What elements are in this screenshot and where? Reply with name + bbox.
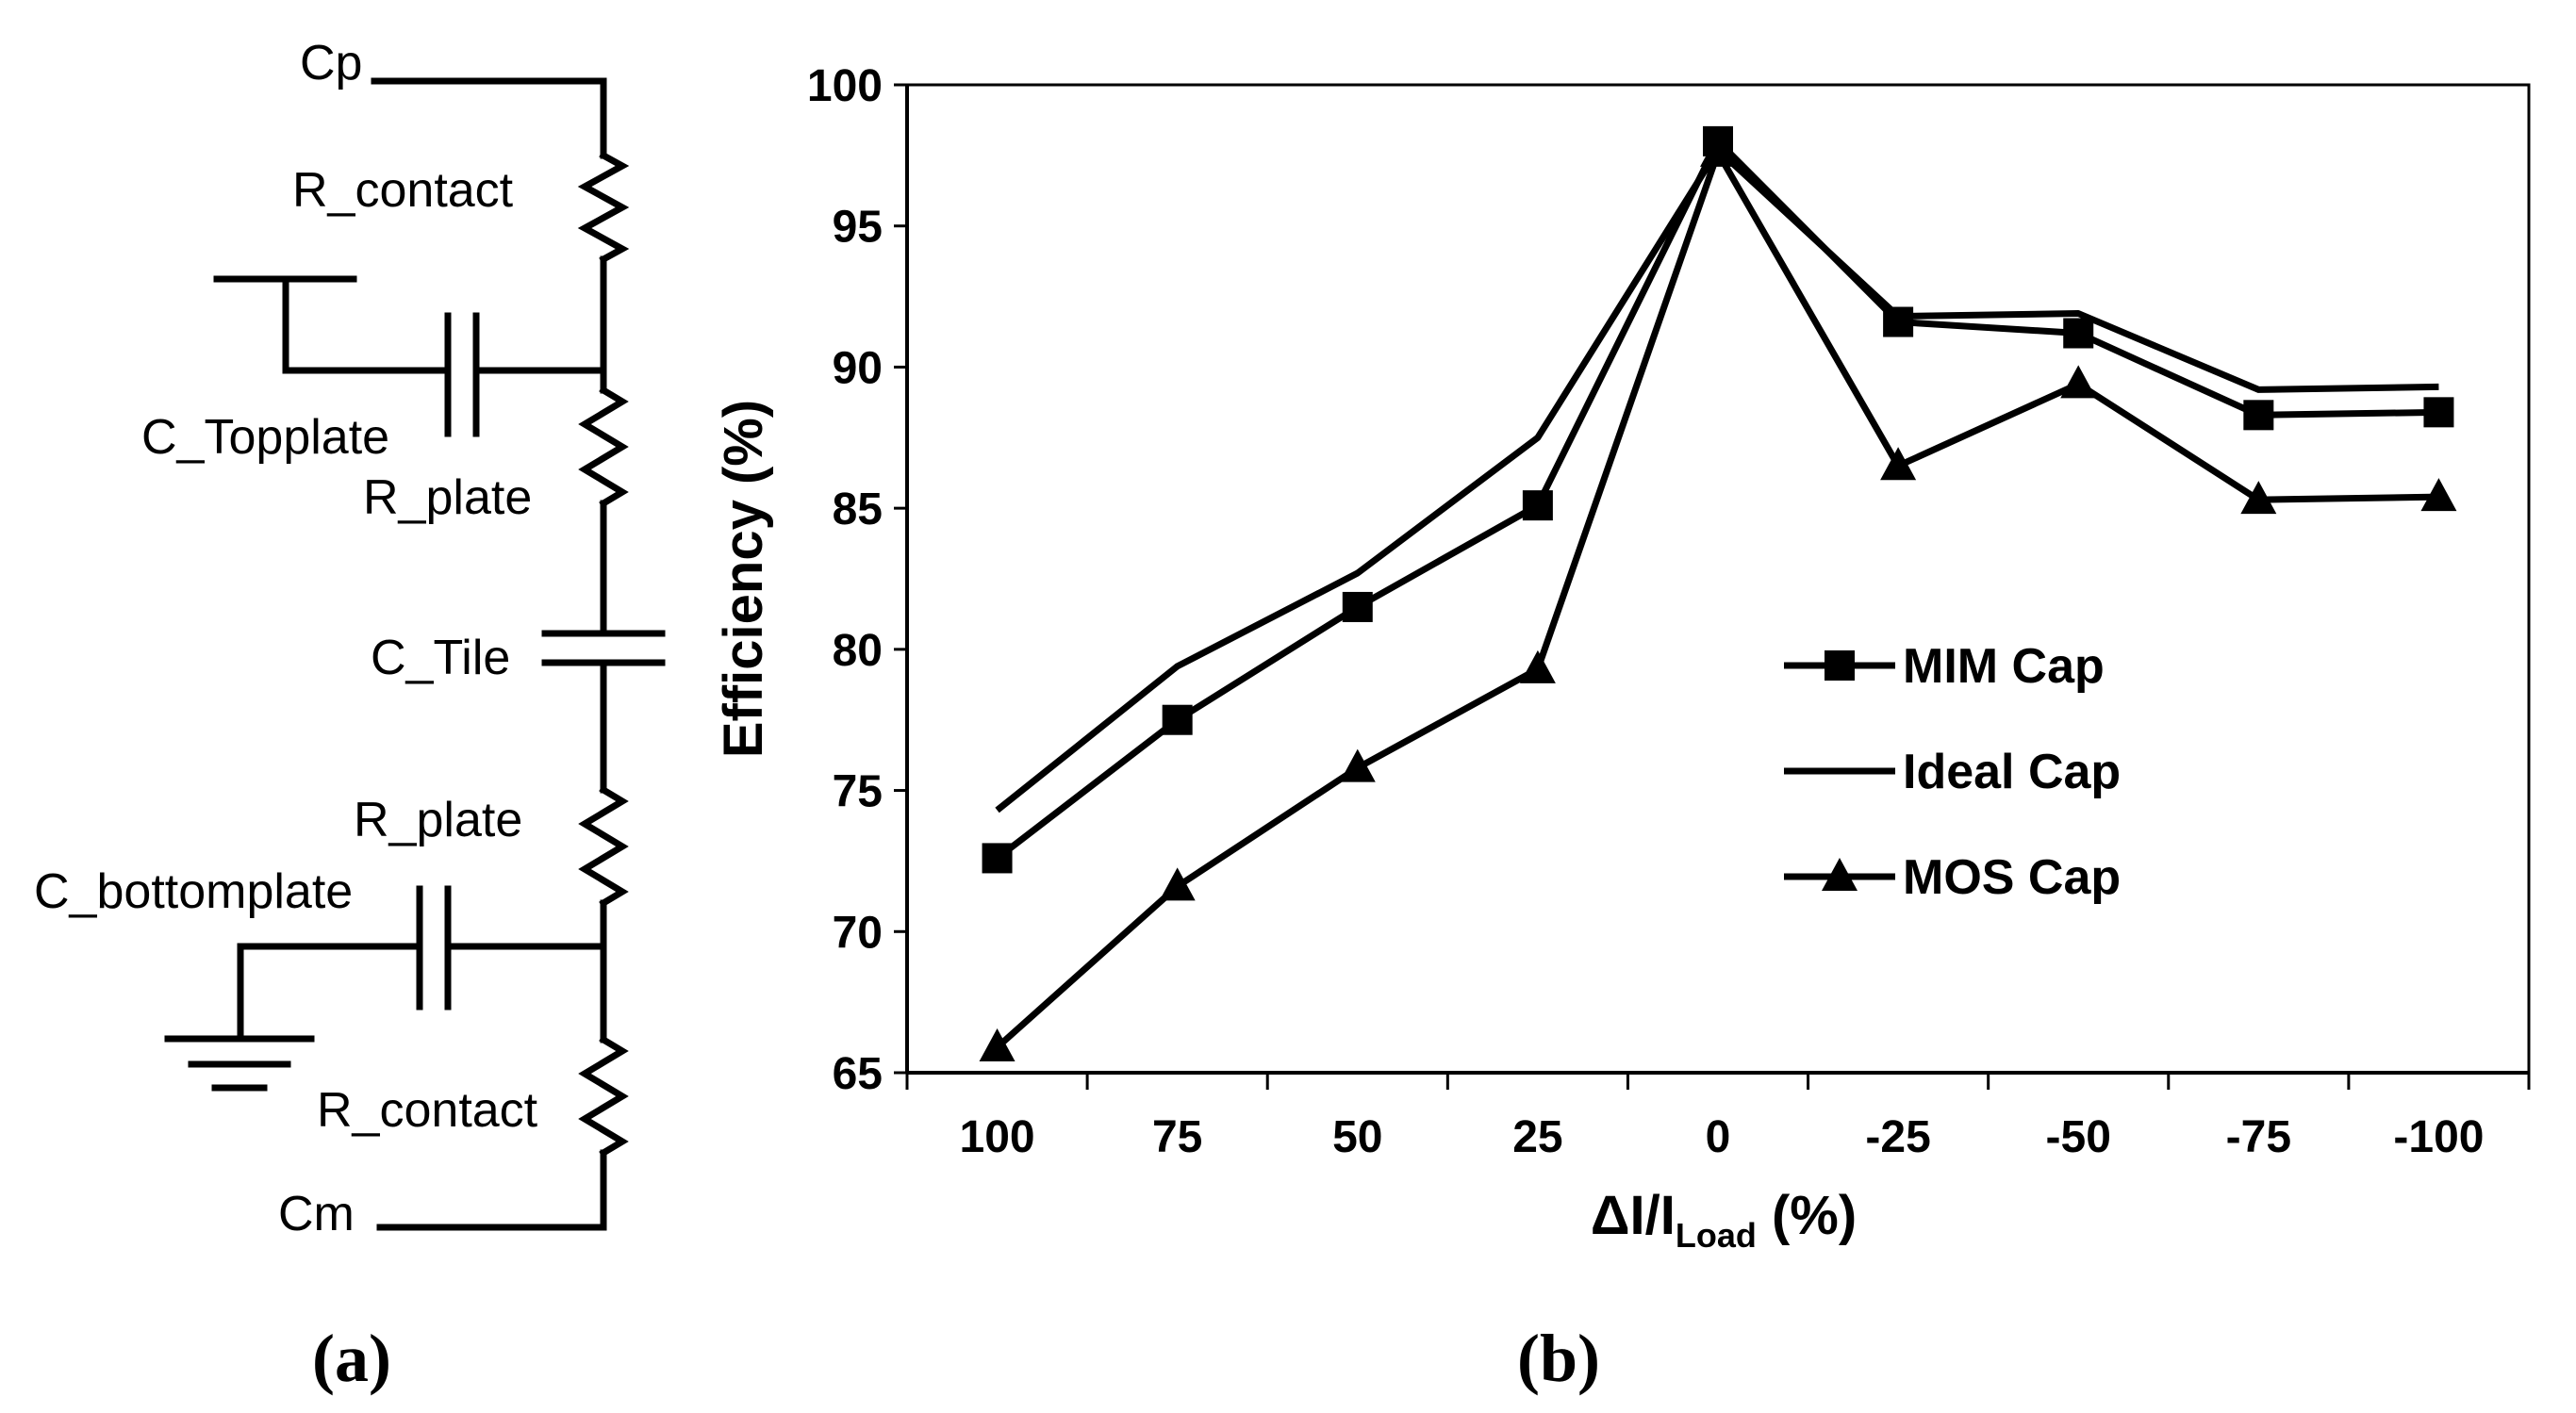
series-lines	[995, 138, 2439, 1050]
x-tick-label: 0	[1706, 1112, 1731, 1162]
y-tick-label: 80	[833, 626, 883, 676]
point-mim-cap	[2243, 400, 2274, 431]
y-axis-title: Efficiency (%)	[713, 400, 774, 758]
label-cp: Cp	[300, 36, 362, 90]
x-axis-title-suffix: (%)	[1757, 1185, 1857, 1246]
point-mim-cap	[1342, 591, 1373, 622]
x-axis-title-subscript: Load	[1676, 1216, 1757, 1255]
point-mos-cap	[2060, 365, 2097, 399]
x-tick-label: -100	[2393, 1112, 2484, 1162]
wire-topplate-left	[282, 275, 452, 374]
label-c-tile: C_Tile	[371, 631, 510, 685]
point-mos-cap	[1700, 133, 1736, 167]
wire-bottomplate-left	[237, 943, 423, 1043]
point-mim-cap	[1162, 704, 1193, 735]
point-mos-cap	[2240, 481, 2277, 515]
point-mim-cap	[982, 843, 1013, 874]
point-mos-cap	[1519, 649, 1556, 683]
legend-label-mim-cap: MIM Cap	[1903, 639, 2105, 694]
y-tick-label: 100	[807, 61, 883, 111]
series-markers	[979, 125, 2457, 1062]
y-axis-ticks: 65 70 75 80 85 90 95 100	[807, 61, 907, 1099]
point-mim-cap	[1883, 306, 1914, 337]
y-tick-label: 70	[833, 908, 883, 958]
x-tick-label: -75	[2226, 1112, 2291, 1162]
x-axis-title: ΔI/ILoad (%)	[1591, 1185, 1857, 1255]
x-axis-ticks: 100 75 50 25 0 -25 -50 -75 -100	[905, 1073, 2531, 1162]
series-line-mim-cap	[995, 138, 2439, 862]
legend-marker-mos-cap	[1822, 858, 1858, 891]
label-r-contact-bottom: R_contact	[317, 1083, 538, 1138]
label-c-bottomplate: C_bottomplate	[34, 864, 353, 919]
series-line-mos-cap	[995, 149, 2439, 1050]
y-tick-label: 95	[833, 203, 883, 253]
wire-cp	[371, 77, 607, 159]
point-mim-cap	[2423, 397, 2454, 428]
x-tick-label: 50	[1332, 1112, 1382, 1162]
x-tick-label: 25	[1512, 1112, 1562, 1162]
legend-label-ideal-cap: Ideal Cap	[1903, 745, 2121, 799]
resistor-r-plate-bottom	[578, 785, 629, 908]
label-r-contact-top: R_contact	[292, 163, 514, 218]
circuit-labels: Cp R_contact C_Topplate R_plate C_Tile R…	[34, 36, 538, 1241]
label-r-plate-bottom: R_plate	[354, 793, 522, 847]
y-tick-label: 90	[833, 343, 883, 393]
y-tick-label: 75	[833, 767, 883, 817]
wire-cm	[376, 1149, 607, 1231]
point-mos-cap	[1159, 867, 1196, 901]
plot-area-frame	[905, 83, 2531, 1075]
point-mos-cap	[979, 1028, 1016, 1062]
chart-legend: MIM Cap Ideal Cap MOS Cap	[1784, 639, 2121, 905]
panel-a-label: (a)	[312, 1321, 391, 1396]
y-tick-label: 65	[833, 1049, 883, 1099]
circuit-diagram	[164, 77, 666, 1231]
resistor-r-contact-bottom	[578, 1035, 629, 1158]
y-tick-label: 85	[833, 485, 883, 534]
point-mos-cap	[1339, 748, 1376, 782]
point-mim-cap	[2063, 318, 2094, 349]
label-r-plate-top: R_plate	[363, 470, 532, 525]
x-tick-label: 100	[960, 1112, 1035, 1162]
x-axis-title-main: ΔI/I	[1591, 1185, 1676, 1246]
x-tick-label: 75	[1152, 1112, 1202, 1162]
label-c-topplate: C_Topplate	[141, 410, 389, 465]
resistor-r-contact-top	[577, 151, 630, 264]
label-cm: Cm	[278, 1187, 355, 1241]
panel-b-label: (b)	[1517, 1321, 1600, 1396]
x-tick-label: -25	[1865, 1112, 1930, 1162]
legend-marker-mim-cap	[1825, 650, 1855, 681]
x-tick-label: -50	[2046, 1112, 2111, 1162]
point-mim-cap	[1522, 490, 1553, 521]
resistor-r-plate-top	[578, 386, 629, 508]
point-mos-cap	[2420, 478, 2457, 512]
legend-label-mos-cap: MOS Cap	[1903, 850, 2121, 905]
efficiency-chart: 65 70 75 80 85 90 95 100 100 75 50 25 0 -25 -50 -75 -10…	[713, 61, 2531, 1255]
point-mos-cap	[1880, 447, 1917, 481]
